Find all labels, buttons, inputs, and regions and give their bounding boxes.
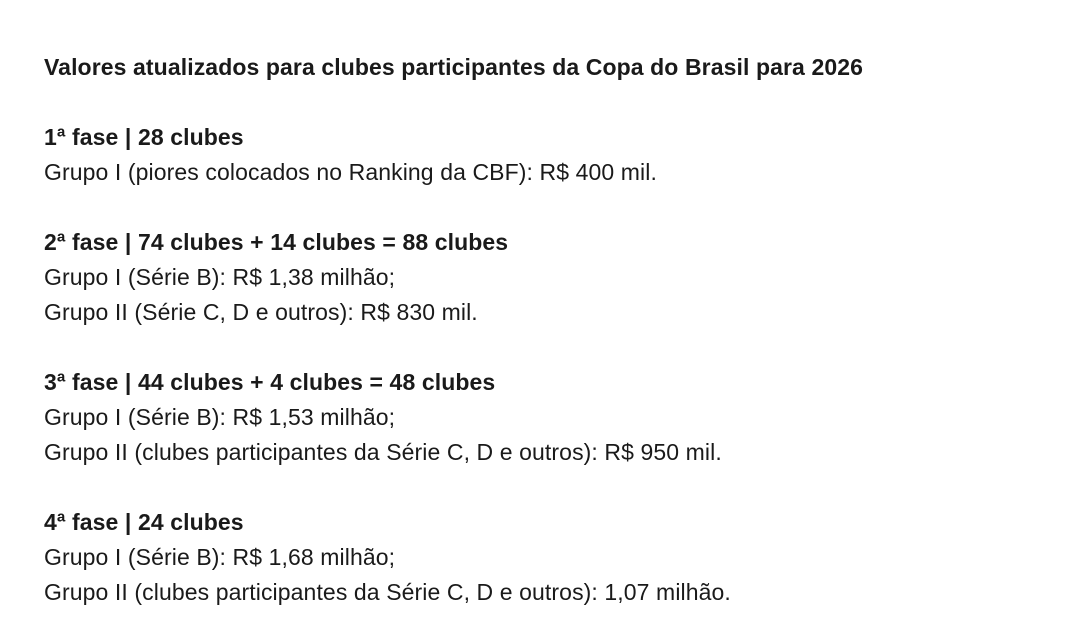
fase-section-4: 4ª fase | 24 clubes Grupo I (Série B): R… [44, 505, 1039, 610]
fase-heading: 1ª fase | 28 clubes [44, 124, 244, 150]
fase-heading: 4ª fase | 24 clubes [44, 509, 244, 535]
document-title: Valores atualizados para clubes particip… [44, 54, 864, 80]
grupo-line: Grupo II (clubes participantes da Série … [44, 439, 722, 465]
grupo-line: Grupo I (piores colocados no Ranking da … [44, 159, 657, 185]
document-page: Valores atualizados para clubes particip… [44, 54, 1039, 610]
fase-section-1: 1ª fase | 28 clubes Grupo I (piores colo… [44, 120, 1039, 190]
fase-section-2: 2ª fase | 74 clubes + 14 clubes = 88 clu… [44, 225, 1039, 330]
grupo-line: Grupo I (Série B): R$ 1,38 milhão; [44, 264, 396, 290]
grupo-line: Grupo II (Série C, D e outros): R$ 830 m… [44, 299, 478, 325]
fase-heading: 2ª fase | 74 clubes + 14 clubes = 88 clu… [44, 229, 509, 255]
grupo-line: Grupo II (clubes participantes da Série … [44, 579, 731, 605]
fase-heading: 3ª fase | 44 clubes + 4 clubes = 48 club… [44, 369, 496, 395]
fase-sections-container: 1ª fase | 28 clubes Grupo I (piores colo… [44, 120, 1039, 610]
grupo-line: Grupo I (Série B): R$ 1,68 milhão; [44, 544, 396, 570]
fase-section-3: 3ª fase | 44 clubes + 4 clubes = 48 club… [44, 365, 1039, 470]
grupo-line: Grupo I (Série B): R$ 1,53 milhão; [44, 404, 396, 430]
